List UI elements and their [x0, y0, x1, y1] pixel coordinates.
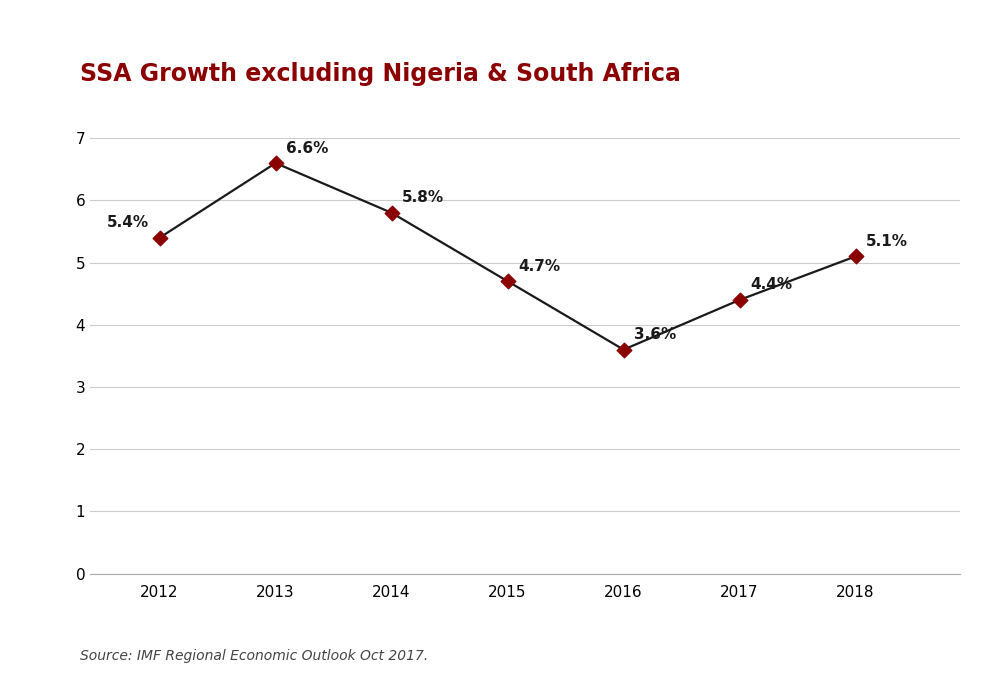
- Text: 5.1%: 5.1%: [866, 234, 908, 249]
- Point: [732, 294, 748, 305]
- Point: [848, 251, 864, 262]
- Point: [500, 276, 516, 287]
- Text: Source: IMF Regional Economic Outlook Oct 2017.: Source: IMF Regional Economic Outlook Oc…: [80, 650, 428, 663]
- Point: [268, 158, 284, 169]
- Point: [384, 207, 400, 218]
- Text: SSA Growth excluding Nigeria & South Africa: SSA Growth excluding Nigeria & South Afr…: [80, 62, 681, 86]
- Text: 3.6%: 3.6%: [634, 327, 676, 342]
- Text: 5.8%: 5.8%: [402, 190, 444, 205]
- Text: 5.4%: 5.4%: [107, 215, 149, 230]
- Point: [616, 344, 632, 355]
- Point: [152, 232, 168, 243]
- Text: 4.4%: 4.4%: [750, 277, 792, 292]
- Text: 4.7%: 4.7%: [518, 258, 560, 274]
- Text: 6.6%: 6.6%: [286, 140, 328, 155]
